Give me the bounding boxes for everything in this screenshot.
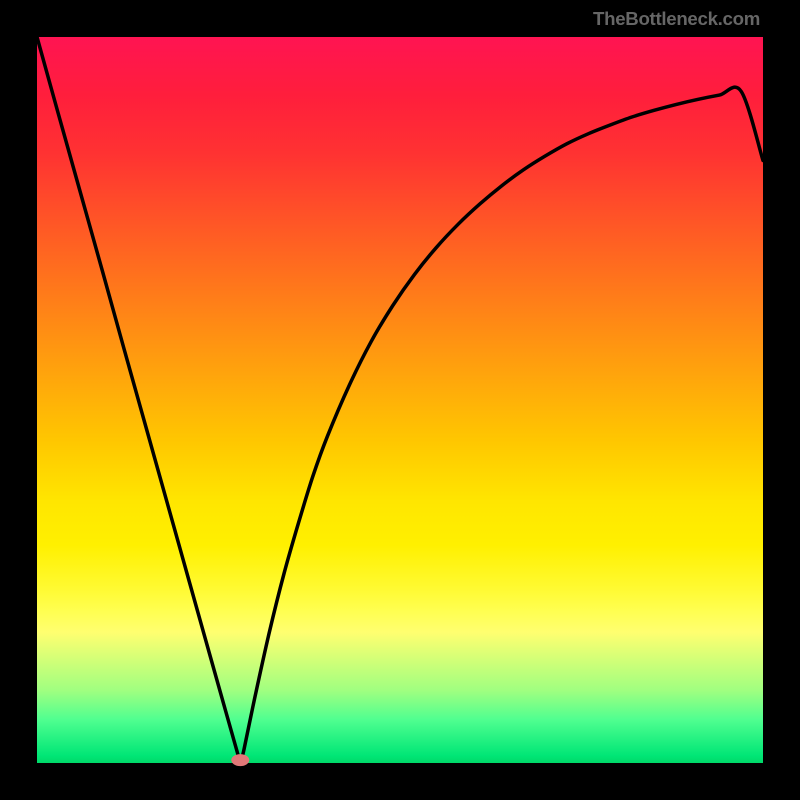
bottleneck-curve-svg bbox=[37, 37, 763, 763]
plot-area bbox=[37, 37, 763, 763]
minimum-marker bbox=[231, 754, 249, 766]
bottleneck-curve-line bbox=[37, 37, 763, 763]
watermark-text: TheBottleneck.com bbox=[593, 8, 760, 30]
chart-frame: TheBottleneck.com bbox=[0, 0, 800, 800]
